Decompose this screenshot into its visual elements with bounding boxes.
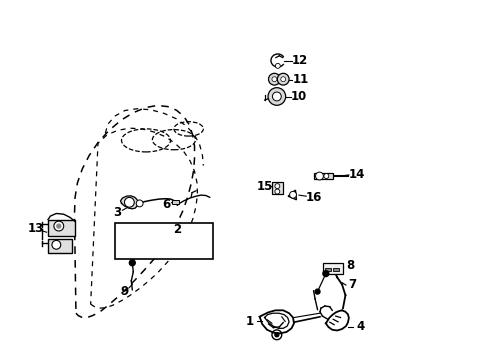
- Bar: [325, 268, 331, 271]
- Circle shape: [269, 73, 280, 85]
- Circle shape: [52, 240, 61, 249]
- Text: 12: 12: [292, 54, 308, 67]
- Polygon shape: [288, 190, 296, 200]
- Bar: [272, 182, 283, 194]
- Bar: [48, 239, 72, 253]
- Text: 4: 4: [356, 320, 364, 333]
- Bar: [323, 263, 343, 274]
- Text: 6: 6: [163, 198, 171, 211]
- Circle shape: [281, 77, 286, 82]
- Circle shape: [272, 92, 281, 101]
- Circle shape: [275, 189, 280, 194]
- Circle shape: [290, 191, 296, 198]
- Text: 14: 14: [348, 168, 365, 181]
- Circle shape: [272, 77, 277, 82]
- Bar: [172, 200, 179, 204]
- Circle shape: [275, 333, 279, 337]
- Text: 1: 1: [246, 315, 254, 328]
- Text: 11: 11: [293, 73, 309, 86]
- Bar: [115, 223, 213, 259]
- Bar: [333, 268, 339, 271]
- Circle shape: [277, 73, 289, 85]
- Polygon shape: [121, 196, 138, 209]
- Circle shape: [324, 174, 329, 179]
- Circle shape: [315, 289, 320, 294]
- Text: 7: 7: [349, 278, 357, 291]
- Text: 15: 15: [256, 180, 273, 193]
- Circle shape: [129, 260, 135, 266]
- Text: 9: 9: [121, 285, 129, 298]
- Circle shape: [136, 200, 143, 207]
- Bar: [314, 173, 333, 179]
- Circle shape: [316, 172, 323, 180]
- Text: 2: 2: [173, 223, 181, 236]
- Circle shape: [54, 221, 64, 231]
- Circle shape: [57, 224, 61, 228]
- Circle shape: [323, 271, 329, 276]
- Text: 8: 8: [346, 259, 354, 272]
- Text: 13: 13: [27, 222, 44, 235]
- Text: 16: 16: [305, 191, 322, 204]
- Circle shape: [275, 63, 280, 68]
- Text: 10: 10: [291, 90, 307, 103]
- Text: 3: 3: [114, 206, 122, 219]
- Bar: [48, 220, 75, 236]
- Circle shape: [275, 184, 280, 189]
- Circle shape: [124, 197, 134, 207]
- Circle shape: [268, 88, 286, 105]
